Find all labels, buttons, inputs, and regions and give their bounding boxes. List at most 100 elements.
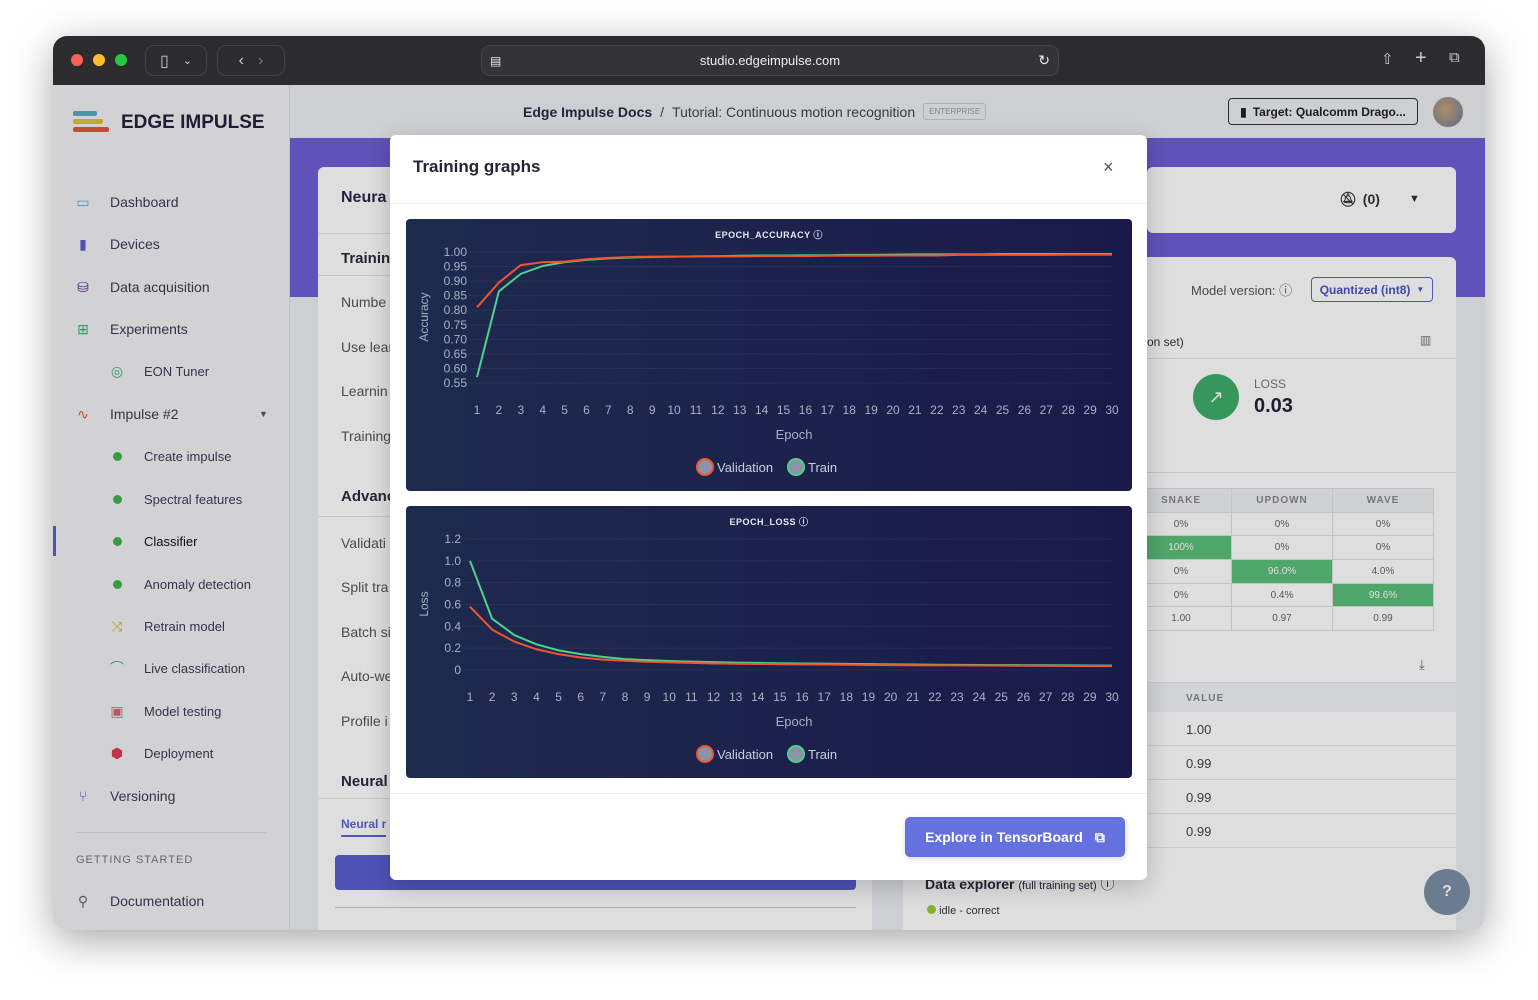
section-training: Trainin (341, 250, 391, 267)
new-tab-icon[interactable]: + (1415, 47, 1427, 69)
notification-count: (0) (1362, 191, 1380, 207)
help-button[interactable]: ? (1424, 869, 1470, 915)
x-tick-label: 20 (886, 403, 900, 417)
x-tick-label: 12 (711, 403, 725, 417)
sidebar-item-devices[interactable]: ▮ Devices (53, 229, 290, 259)
sidebar-toggle-button[interactable]: ▯ ⌄ (145, 45, 207, 76)
share-icon[interactable]: ⇧ (1381, 51, 1394, 68)
dot-icon (109, 491, 125, 507)
breadcrumb-root[interactable]: Edge Impulse Docs (523, 103, 653, 120)
x-tick-label: 28 (1061, 690, 1075, 704)
forward-icon[interactable]: › (258, 51, 264, 69)
sidebar-item-dashboard[interactable]: ▭ Dashboard (53, 187, 290, 217)
card-title: Neura (341, 189, 387, 206)
sidebar-item-spectral-features[interactable]: Spectral features (53, 484, 290, 514)
sidebar-item-anomaly-detection[interactable]: Anomaly detection (53, 569, 290, 599)
sidebar: EDGE IMPULSE ▭ Dashboard ▮ Devices ⛁ Data acq… (53, 85, 290, 930)
bar-chart-icon[interactable]: ▥ (1420, 333, 1432, 347)
y-tick-label: 0.55 (444, 376, 468, 390)
maximize-window-button[interactable] (115, 54, 127, 66)
avatar[interactable] (1433, 97, 1463, 127)
help-icon[interactable]: ⓘ (1100, 876, 1115, 892)
column-header: SNAKE (1130, 488, 1232, 513)
setting-label: Training (341, 428, 392, 444)
sidebar-item-create-impulse[interactable]: Create impulse (53, 441, 290, 471)
sidebar-item-deployment[interactable]: ⬢ Deployment (53, 738, 290, 768)
metric-row: 0.99 (903, 814, 1456, 848)
sidebar-item-classifier[interactable]: Classifier (53, 526, 290, 556)
sidebar-item-experiments[interactable]: ⊞ Experiments (53, 314, 290, 344)
sidebar-item-documentation[interactable]: ⚲ Documentation (53, 886, 290, 916)
sidebar-item-retrain-model[interactable]: ⤨ Retrain model (53, 611, 290, 641)
compass-icon: ◎ (110, 362, 124, 379)
section-advanced: Advanc (341, 488, 396, 505)
legend-marker-validation[interactable] (696, 458, 714, 476)
setting-label: Profile i (341, 713, 388, 729)
sidebar-item-model-testing[interactable]: ▣ Model testing (53, 696, 290, 726)
button-label: Explore in TensorBoard (925, 829, 1083, 845)
top-header: Edge Impulse Docs / Tutorial: Continuous… (290, 85, 1485, 138)
chevron-down-icon[interactable]: ▼ (259, 409, 268, 419)
minimize-window-button[interactable] (93, 54, 105, 66)
x-tick-label: 25 (995, 690, 1009, 704)
sidebar-item-label: Impulse #2 (110, 406, 179, 422)
download-icon[interactable]: ⤓ (1419, 657, 1425, 672)
target-button[interactable]: ▮ Target: Qualcomm Drago... (1228, 98, 1418, 125)
table-row: 0% 0.4% 99.6% (1130, 582, 1434, 608)
matrix-cell: 0.4% (1231, 582, 1333, 608)
sidebar-item-versioning[interactable]: ⑂ Versioning (53, 781, 290, 811)
close-window-button[interactable] (71, 54, 83, 66)
grid-icon: ⊞ (77, 320, 89, 337)
matrix-cell: 4.0% (1332, 559, 1434, 584)
page-settings-icon[interactable]: ▤ (490, 53, 502, 68)
x-tick-label: 1 (467, 690, 474, 704)
explore-tensorboard-button[interactable]: Explore in TensorBoard ⧉ (905, 817, 1125, 857)
sidebar-item-live-classification[interactable]: ⌒ Live classification (53, 653, 290, 683)
sidebar-item-impulse-2[interactable]: ∿ Impulse #2 ▼ (53, 399, 290, 429)
tabs-overview-icon[interactable]: ⧉ (1449, 49, 1460, 66)
sidebar-item-eon-tuner[interactable]: ◎ EON Tuner (53, 356, 290, 386)
x-tick-label: 4 (539, 403, 546, 417)
model-version-label: Model version: ⓘ (1191, 283, 1293, 298)
branch-icon: ⑂ (78, 788, 88, 804)
sidebar-item-label: Model testing (144, 703, 222, 719)
series-line-train (476, 253, 1112, 378)
chip-icon: ▮ (1240, 104, 1247, 119)
logo (73, 111, 109, 132)
reload-icon[interactable]: ↻ (1038, 52, 1050, 68)
address-bar[interactable]: ▤ studio.edgeimpulse.com ↻ (481, 45, 1059, 76)
sidebar-item-data-acquisition[interactable]: ⛁ Data acquisition (53, 272, 290, 302)
notifications-button[interactable]: 🔕︎ (0) (1339, 191, 1380, 208)
x-tick-label: 9 (649, 403, 656, 417)
breadcrumb-project: Tutorial: Continuous motion recognition (672, 103, 916, 120)
sidebar-item-label: Retrain model (144, 618, 225, 634)
x-tick-label: 9 (644, 690, 651, 704)
sidebar-item-label: Documentation (110, 893, 205, 909)
metric-row: 0.99 (903, 780, 1456, 814)
sidebar-item-label: Classifier (144, 533, 198, 549)
model-version-select[interactable]: Quantized (int8) ▼ (1311, 277, 1433, 302)
database-icon: ⛁ (77, 278, 89, 295)
x-tick-label: 15 (773, 690, 787, 704)
legend-marker-train[interactable] (787, 458, 805, 476)
x-tick-label: 24 (974, 403, 988, 417)
y-tick-label: 0.70 (444, 332, 468, 346)
setting-label: Validati (341, 535, 386, 551)
monitor-icon: ▭ (76, 193, 90, 210)
matrix-cell: 0.99 (1332, 606, 1434, 632)
chevron-down-icon: ⌄ (182, 55, 193, 67)
y-tick-label: 0.65 (444, 347, 468, 361)
help-icon[interactable]: ⓘ (1279, 283, 1293, 298)
signal-icon: ⌒ (110, 660, 124, 676)
tab-neural-network[interactable]: Neural r (341, 817, 387, 837)
back-icon[interactable]: ‹ (238, 51, 244, 69)
x-tick-label: 15 (777, 403, 791, 417)
column-header: WAVE (1332, 488, 1434, 513)
legend-marker-validation[interactable] (696, 745, 714, 763)
close-icon[interactable]: × (1103, 157, 1114, 177)
browser-titlebar: ▯ ⌄ ‹ › ▤ studio.edgeimpulse.com ↻ ⇧ + ⧉ (53, 36, 1485, 85)
metric-value: 0.99 (1186, 824, 1212, 839)
series-line-train (469, 560, 1113, 667)
legend-marker-train[interactable] (787, 745, 805, 763)
caret-down-icon[interactable]: ▼ (1409, 193, 1420, 205)
